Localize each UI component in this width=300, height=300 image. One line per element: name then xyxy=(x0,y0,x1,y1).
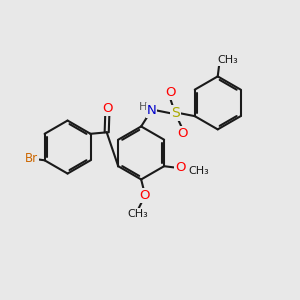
Text: O: O xyxy=(175,161,186,174)
Text: O: O xyxy=(165,86,176,99)
Text: CH₃: CH₃ xyxy=(217,55,238,65)
Text: CH₃: CH₃ xyxy=(188,166,209,176)
Text: Br: Br xyxy=(25,152,38,165)
Text: N: N xyxy=(147,104,156,117)
Text: CH₃: CH₃ xyxy=(127,209,148,219)
Text: O: O xyxy=(102,102,112,115)
Text: O: O xyxy=(177,127,187,140)
Text: O: O xyxy=(139,189,149,202)
Text: S: S xyxy=(171,106,179,120)
Text: H: H xyxy=(139,102,147,112)
